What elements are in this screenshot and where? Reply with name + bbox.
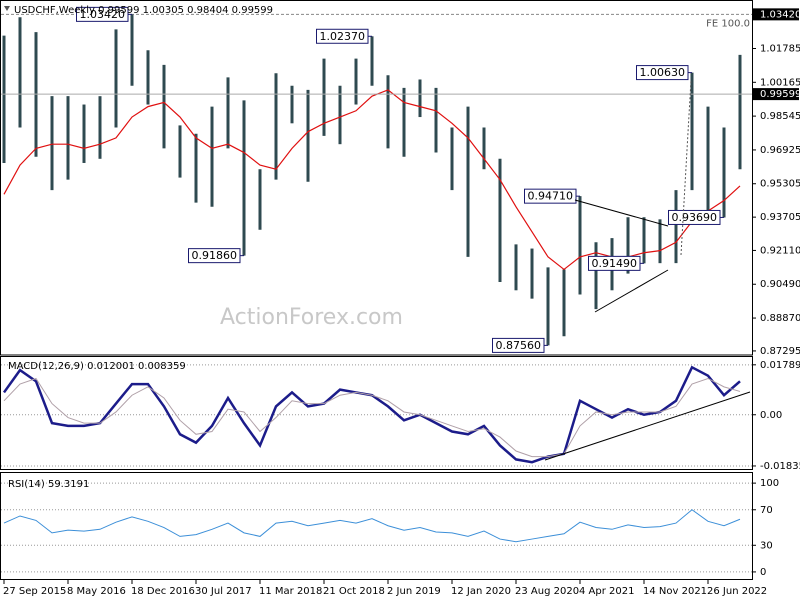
price-panel bbox=[0, 0, 753, 356]
annotation-label: 0.87560 bbox=[496, 339, 542, 352]
y-tick-label: 0.00 bbox=[760, 410, 782, 421]
last-price-box bbox=[753, 88, 799, 101]
projection-line bbox=[680, 79, 692, 256]
annotation-label: 1.02370 bbox=[320, 30, 366, 43]
x-tick-label: 4 Apr 2021 bbox=[579, 586, 634, 597]
x-tick-label: 26 Jun 2022 bbox=[707, 586, 767, 597]
x-tick-label: 14 Nov 2021 bbox=[643, 586, 707, 597]
annotation-label: 0.94710 bbox=[528, 190, 574, 203]
y-tick-label: 0.017898 bbox=[760, 360, 800, 371]
trend-line bbox=[594, 269, 669, 313]
annotation-label: 0.93690 bbox=[672, 211, 718, 224]
x-tick-label: 2 Jun 2019 bbox=[387, 586, 441, 597]
y-tick-label: 0.92110 bbox=[760, 245, 800, 256]
y-tick-label: 0.88870 bbox=[760, 313, 800, 324]
macd-panel bbox=[0, 356, 753, 470]
trend-line bbox=[574, 199, 669, 227]
annotation-label: 0.91860 bbox=[192, 249, 238, 262]
x-tick-label: 11 Mar 2018 bbox=[259, 586, 322, 597]
level-text: FE 100.0 bbox=[706, 18, 750, 29]
y-tick-label: 0.87295 bbox=[760, 346, 800, 357]
annotation-label: 1.03420 bbox=[80, 8, 126, 21]
y-tick-label: 30 bbox=[760, 540, 773, 551]
annotation-label: 1.00630 bbox=[640, 66, 686, 79]
rsi-panel bbox=[0, 472, 753, 580]
x-tick-label: 30 Jul 2017 bbox=[195, 586, 252, 597]
y-tick-label: 0 bbox=[760, 567, 766, 578]
level-label: 1.03420 bbox=[760, 9, 800, 20]
y-tick-label: 70 bbox=[760, 505, 773, 516]
y-tick-label: 1.01785 bbox=[760, 43, 800, 54]
rsi-title: RSI(14) 59.3191 bbox=[8, 479, 89, 490]
x-tick-label: 27 Sep 2015 bbox=[3, 586, 66, 597]
watermark: ActionForex.com bbox=[220, 305, 403, 330]
y-tick-label: -0.018354 bbox=[760, 461, 800, 472]
menu-icon bbox=[4, 6, 10, 11]
x-tick-label: 12 Jan 2020 bbox=[451, 586, 511, 597]
plots: 1.01785 1.00165 0.98545 0.96925 0.95305 0.937… bbox=[1, 6, 800, 597]
y-tick-label: 0.98545 bbox=[760, 111, 800, 122]
y-tick-label: 0.90490 bbox=[760, 279, 800, 290]
macd-title: MACD(12,26,9) 0.012001 0.008359 bbox=[8, 361, 186, 372]
y-tick-label: 0.93705 bbox=[760, 212, 800, 223]
macd-trend-line bbox=[544, 391, 751, 461]
series-line bbox=[3, 509, 741, 543]
series-line bbox=[3, 377, 741, 458]
x-tick-label: 21 Oct 2018 bbox=[323, 586, 385, 597]
level-label-box bbox=[753, 8, 799, 21]
y-tick-label: 0.96925 bbox=[760, 145, 800, 156]
last-price-label: 0.99599 bbox=[760, 89, 800, 100]
x-tick-label: 18 Dec 2016 bbox=[131, 586, 195, 597]
annotation-label: 0.91490 bbox=[592, 257, 638, 270]
x-tick-label: 23 Aug 2020 bbox=[515, 586, 579, 597]
y-tick-label: 100 bbox=[760, 478, 779, 489]
y-tick-label: 0.95305 bbox=[760, 179, 800, 190]
y-tick-label: 1.00165 bbox=[760, 77, 800, 88]
x-tick-label: 8 May 2016 bbox=[67, 586, 126, 597]
price-title: USDCHF,Weekly 0.99599 1.00305 0.98404 0.… bbox=[14, 5, 273, 16]
